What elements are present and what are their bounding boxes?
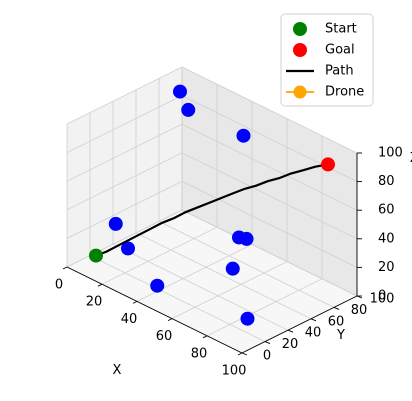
grid-line-z-back bbox=[181, 209, 358, 297]
y-tick-mark bbox=[287, 329, 294, 333]
z-tick-label: 40 bbox=[378, 231, 395, 246]
grid-line-z-left bbox=[66, 181, 183, 239]
axis-panes bbox=[67, 67, 357, 353]
x-tick-mark bbox=[237, 352, 243, 356]
grid-line-z-back bbox=[181, 66, 358, 154]
x-tick-label: 20 bbox=[86, 295, 103, 310]
y-tick-label: 40 bbox=[305, 326, 322, 341]
y-axis-line bbox=[241, 295, 358, 354]
legend-label: Start bbox=[325, 22, 357, 37]
obstacle-point bbox=[121, 241, 135, 256]
legend-frame bbox=[280, 13, 374, 107]
start-point bbox=[89, 248, 103, 263]
grid-line-z-left bbox=[66, 95, 183, 153]
legend-label: Path bbox=[325, 64, 354, 79]
axis-edges bbox=[66, 153, 358, 354]
grid-line-x-floor bbox=[206, 278, 323, 337]
floor-pane bbox=[67, 210, 357, 353]
z-tick-label: 100 bbox=[378, 146, 403, 161]
legend-marker bbox=[293, 85, 307, 99]
y-tick-label: 80 bbox=[351, 303, 368, 318]
legend-label: Drone bbox=[325, 85, 364, 100]
obstacle-point bbox=[239, 231, 254, 246]
x-tick-mark bbox=[97, 283, 103, 287]
legend-marker bbox=[293, 22, 307, 36]
data-marks bbox=[89, 84, 335, 326]
legend-label: Goal bbox=[325, 43, 355, 58]
grid-line-y-floor bbox=[112, 243, 289, 331]
y-tick-label: 20 bbox=[282, 337, 299, 352]
grid-line-z-left bbox=[66, 66, 183, 125]
y-tick-label: 100 bbox=[370, 292, 395, 307]
z-tick-label: 60 bbox=[378, 203, 395, 218]
x-tick-mark bbox=[132, 300, 138, 304]
grid-line-y-floor bbox=[135, 232, 312, 320]
y-tick-mark bbox=[333, 306, 340, 310]
legend-item-drone: Drone bbox=[286, 85, 364, 100]
legend-marker bbox=[293, 43, 307, 57]
grid-line-z-left bbox=[66, 152, 183, 211]
x-tick-mark bbox=[202, 335, 208, 339]
axis-labels: X Y Z bbox=[113, 151, 412, 378]
grid-line-x-floor bbox=[171, 261, 288, 319]
x-tick-label: 80 bbox=[191, 346, 208, 361]
y-tick-label: 0 bbox=[263, 349, 271, 364]
obstacle-point bbox=[236, 128, 251, 143]
grid-line-x-floor bbox=[101, 226, 218, 285]
legend-item-start: Start bbox=[293, 22, 357, 37]
grid-line-z-back bbox=[181, 123, 358, 211]
grid-line-z-back bbox=[181, 152, 358, 240]
x-axis-label: X bbox=[113, 363, 122, 378]
y-axis-label: Y bbox=[336, 328, 345, 343]
y-tick-mark bbox=[310, 318, 317, 322]
x-tick-mark bbox=[167, 318, 173, 322]
z-tick-label: 80 bbox=[378, 174, 395, 189]
grid-line-y-floor bbox=[158, 221, 335, 308]
goal-point bbox=[321, 157, 335, 172]
legend-item-path: Path bbox=[286, 64, 354, 79]
y-tick-mark bbox=[264, 341, 271, 345]
grid-line-z-back bbox=[181, 181, 358, 268]
obstacle-point bbox=[240, 311, 255, 326]
left-wall-pane bbox=[67, 67, 182, 267]
y-tick-mark bbox=[241, 352, 248, 356]
obstacle-point bbox=[225, 261, 240, 276]
z-tick-label: 20 bbox=[378, 260, 395, 275]
z-axis-label: Z bbox=[410, 151, 412, 166]
obstacle-point bbox=[108, 216, 123, 231]
x-tick-label: 100 bbox=[222, 364, 247, 379]
z-tick-label: 0 bbox=[378, 289, 386, 304]
obstacle-point bbox=[150, 278, 165, 293]
y-tick-label: 60 bbox=[328, 314, 345, 329]
x-axis-line bbox=[66, 266, 243, 354]
grid-line-z-left bbox=[66, 209, 183, 268]
obstacle-point bbox=[173, 84, 187, 99]
obstacle-point bbox=[181, 102, 196, 117]
x-tick-label: 60 bbox=[156, 329, 173, 344]
legend-item-goal: Goal bbox=[293, 43, 355, 58]
grid-line-z-left bbox=[66, 123, 183, 182]
path-line bbox=[95, 163, 329, 257]
x-tick-label: 0 bbox=[55, 278, 63, 293]
x-tick-label: 40 bbox=[121, 312, 138, 327]
x-tick-mark bbox=[62, 266, 68, 270]
legend: Start Goal Path Drone bbox=[280, 13, 374, 107]
grid-line-y-floor bbox=[89, 255, 266, 342]
